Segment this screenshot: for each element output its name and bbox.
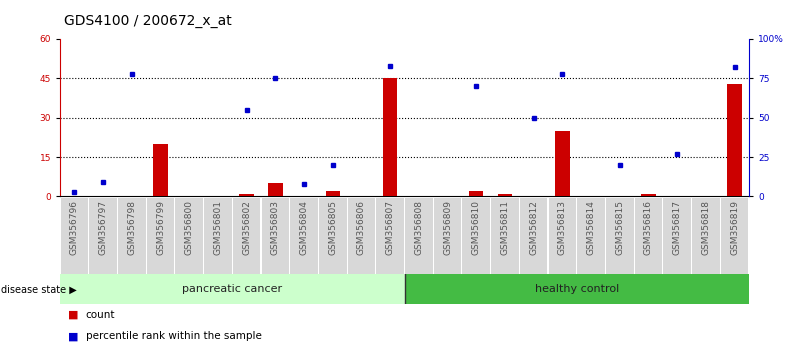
FancyBboxPatch shape xyxy=(434,198,461,274)
Bar xyxy=(555,131,570,196)
Text: ■: ■ xyxy=(68,331,78,341)
Text: GSM356811: GSM356811 xyxy=(501,200,509,255)
Text: GSM356815: GSM356815 xyxy=(615,200,624,255)
FancyBboxPatch shape xyxy=(721,198,748,274)
Text: ■: ■ xyxy=(68,310,78,320)
Bar xyxy=(727,84,742,196)
FancyBboxPatch shape xyxy=(348,198,375,274)
Text: GSM356809: GSM356809 xyxy=(443,200,452,255)
FancyBboxPatch shape xyxy=(606,198,634,274)
FancyBboxPatch shape xyxy=(61,198,88,274)
Text: GSM356819: GSM356819 xyxy=(730,200,739,255)
Bar xyxy=(383,78,397,196)
Text: GSM356802: GSM356802 xyxy=(242,200,252,255)
FancyBboxPatch shape xyxy=(204,198,231,274)
Text: GSM356798: GSM356798 xyxy=(127,200,136,255)
Bar xyxy=(268,183,283,196)
Text: pancreatic cancer: pancreatic cancer xyxy=(183,284,283,295)
FancyBboxPatch shape xyxy=(634,198,662,274)
FancyBboxPatch shape xyxy=(60,274,405,304)
Text: count: count xyxy=(86,310,115,320)
Text: percentile rank within the sample: percentile rank within the sample xyxy=(86,331,262,341)
FancyBboxPatch shape xyxy=(663,198,691,274)
FancyBboxPatch shape xyxy=(175,198,203,274)
FancyBboxPatch shape xyxy=(118,198,146,274)
FancyBboxPatch shape xyxy=(262,198,289,274)
FancyBboxPatch shape xyxy=(290,198,318,274)
FancyBboxPatch shape xyxy=(233,198,260,274)
Bar xyxy=(469,191,484,196)
Text: GSM356806: GSM356806 xyxy=(357,200,366,255)
FancyBboxPatch shape xyxy=(549,198,576,274)
Bar xyxy=(642,194,656,196)
Text: GSM356799: GSM356799 xyxy=(156,200,165,255)
FancyBboxPatch shape xyxy=(462,198,490,274)
FancyBboxPatch shape xyxy=(405,198,433,274)
FancyBboxPatch shape xyxy=(692,198,719,274)
Bar xyxy=(239,194,254,196)
FancyBboxPatch shape xyxy=(578,198,605,274)
Text: GSM356814: GSM356814 xyxy=(586,200,596,255)
FancyBboxPatch shape xyxy=(491,198,519,274)
Text: GSM356813: GSM356813 xyxy=(557,200,567,255)
Text: GSM356810: GSM356810 xyxy=(472,200,481,255)
FancyBboxPatch shape xyxy=(147,198,175,274)
Bar xyxy=(153,144,167,196)
Bar xyxy=(325,191,340,196)
FancyBboxPatch shape xyxy=(405,274,749,304)
Text: GSM356800: GSM356800 xyxy=(185,200,194,255)
Text: GSM356803: GSM356803 xyxy=(271,200,280,255)
FancyBboxPatch shape xyxy=(319,198,347,274)
Text: GSM356816: GSM356816 xyxy=(644,200,653,255)
Text: GDS4100 / 200672_x_at: GDS4100 / 200672_x_at xyxy=(64,14,231,28)
Text: GSM356818: GSM356818 xyxy=(702,200,710,255)
Text: healthy control: healthy control xyxy=(534,284,619,295)
Text: GSM356812: GSM356812 xyxy=(529,200,538,255)
Bar xyxy=(497,194,512,196)
Text: GSM356817: GSM356817 xyxy=(673,200,682,255)
Text: GSM356804: GSM356804 xyxy=(300,200,308,255)
Text: disease state ▶: disease state ▶ xyxy=(1,284,77,295)
FancyBboxPatch shape xyxy=(376,198,404,274)
FancyBboxPatch shape xyxy=(520,198,547,274)
Text: GSM356805: GSM356805 xyxy=(328,200,337,255)
Text: GSM356797: GSM356797 xyxy=(99,200,107,255)
Text: GSM356796: GSM356796 xyxy=(70,200,79,255)
FancyBboxPatch shape xyxy=(90,198,117,274)
Text: GSM356808: GSM356808 xyxy=(414,200,424,255)
Text: GSM356807: GSM356807 xyxy=(385,200,395,255)
Text: GSM356801: GSM356801 xyxy=(213,200,223,255)
